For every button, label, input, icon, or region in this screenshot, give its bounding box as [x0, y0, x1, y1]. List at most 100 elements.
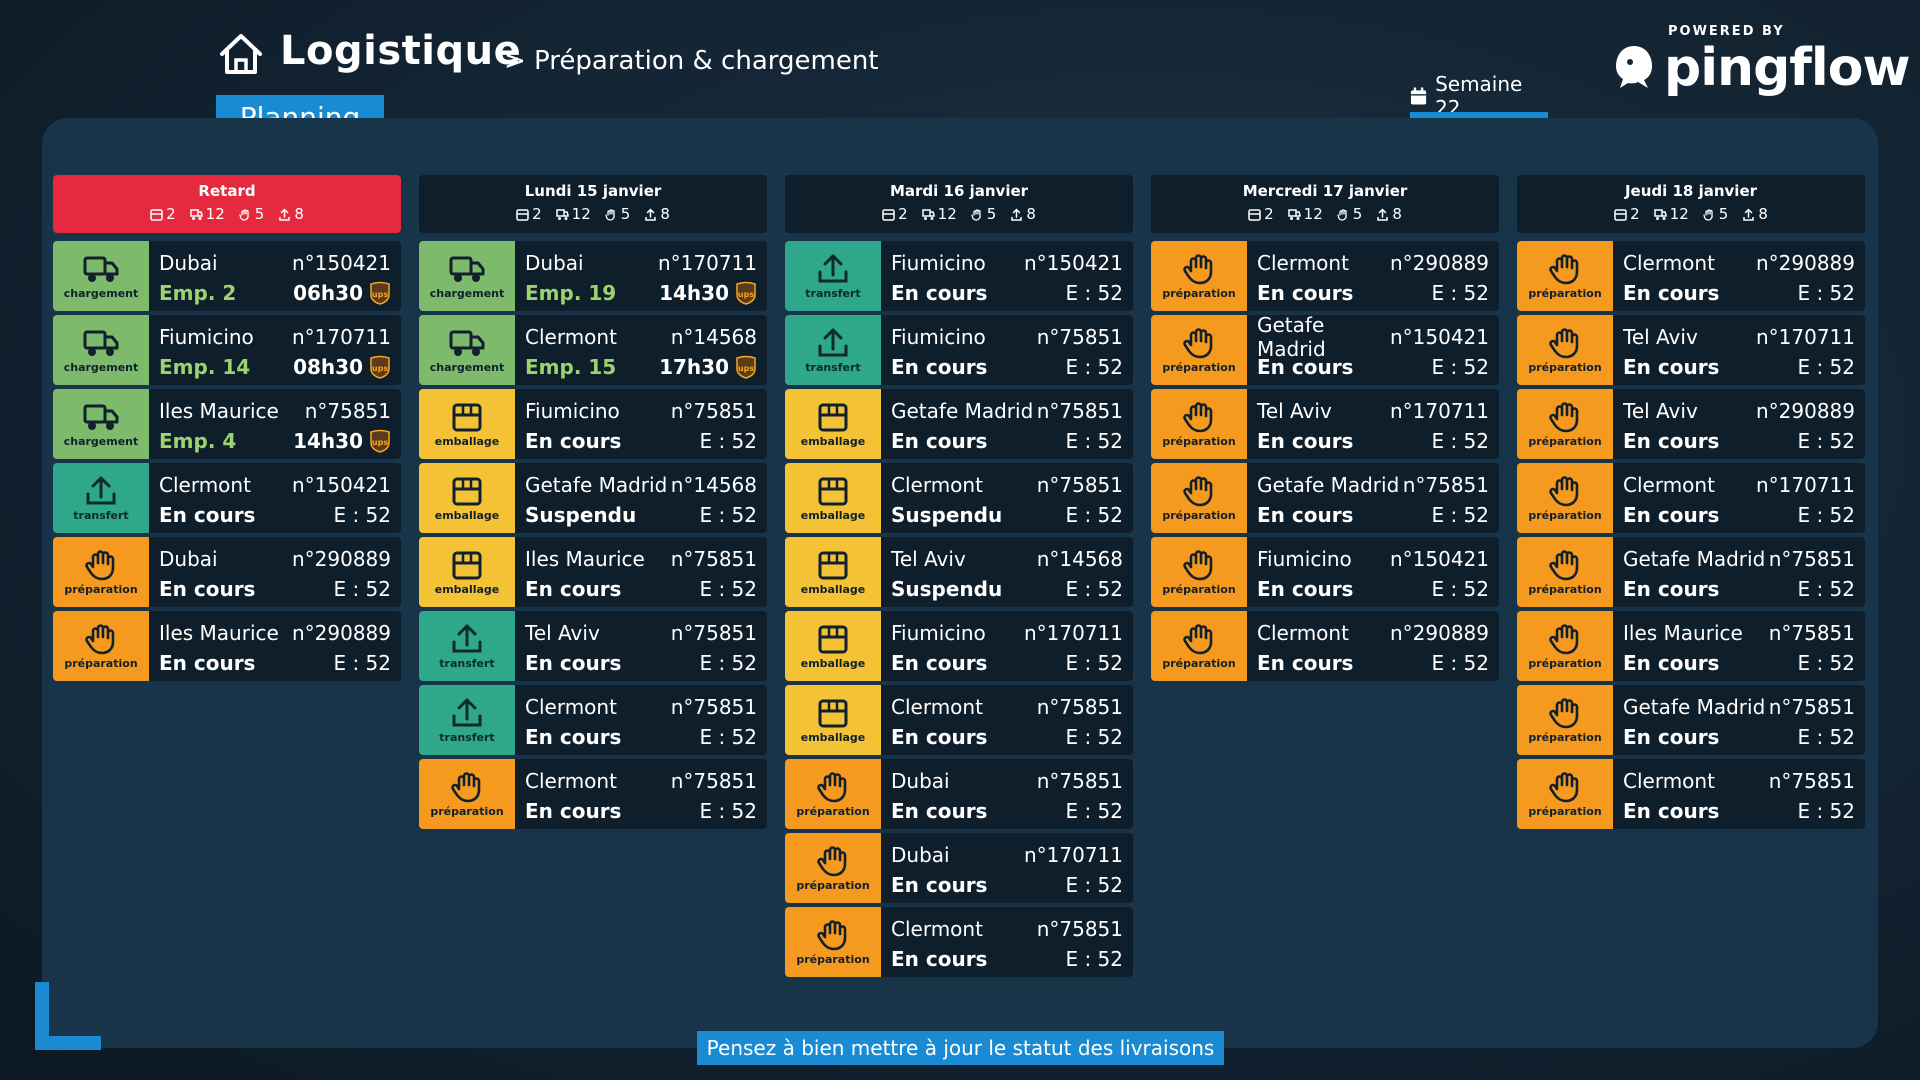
column-header[interactable]: Retard 2 12 5 8: [53, 175, 401, 233]
delivery-card[interactable]: emballage Clermont n°75851 En cours E : …: [785, 685, 1133, 755]
card-type-badge: préparation: [1517, 759, 1613, 829]
delivery-card[interactable]: préparation Dubai n°290889 En cours E : …: [53, 537, 401, 607]
card-type-badge: préparation: [1151, 537, 1247, 607]
delivery-card[interactable]: emballage Getafe Madrid n°14568 Suspendu…: [419, 463, 767, 533]
delivery-card[interactable]: préparation Tel Aviv n°170711 En cours E…: [1517, 315, 1865, 385]
card-status: En cours: [159, 651, 256, 675]
card-type-label: emballage: [800, 582, 866, 596]
card-time-or-slot: E : 52: [1065, 725, 1123, 749]
delivery-card[interactable]: chargement Dubai n°170711 Emp. 19 14h30 u…: [419, 241, 767, 311]
card-order-number: n°75851: [1036, 473, 1123, 497]
card-info: Clermont n°75851 En cours E : 52: [515, 759, 767, 829]
stat-value: 8: [660, 205, 670, 223]
card-destination: Dubai: [891, 769, 950, 793]
column-header[interactable]: Mercredi 17 janvier 2 12 5 8: [1151, 175, 1499, 233]
delivery-card[interactable]: transfert Fiumicino n°75851 En cours E :…: [785, 315, 1133, 385]
delivery-card[interactable]: préparation Getafe Madrid n°75851 En cou…: [1517, 685, 1865, 755]
delivery-card[interactable]: préparation Tel Aviv n°290889 En cours E…: [1517, 389, 1865, 459]
column-header[interactable]: Lundi 15 janvier 2 12 5 8: [419, 175, 767, 233]
card-status: En cours: [1623, 503, 1720, 527]
card-destination: Iles Maurice: [159, 621, 279, 645]
column-stats: 2 12 5 8: [785, 205, 1133, 223]
delivery-card[interactable]: chargement Clermont n°14568 Emp. 15 17h3…: [419, 315, 767, 385]
card-status: En cours: [1623, 355, 1720, 379]
delivery-card[interactable]: emballage Getafe Madrid n°75851 En cours…: [785, 389, 1133, 459]
delivery-card[interactable]: emballage Fiumicino n°170711 En cours E …: [785, 611, 1133, 681]
delivery-card[interactable]: préparation Getafe Madrid n°75851 En cou…: [1517, 537, 1865, 607]
card-type-label: chargement: [429, 286, 505, 300]
card-time-or-slot: E : 52: [1065, 651, 1123, 675]
card-info: Fiumicino n°170711 En cours E : 52: [881, 611, 1133, 681]
delivery-card[interactable]: préparation Clermont n°290889 En cours E…: [1517, 241, 1865, 311]
delivery-card[interactable]: chargement Iles Maurice n°75851 Emp. 4 1…: [53, 389, 401, 459]
day-column: Mardi 16 janvier 2 12 5 8 transfert Fiumici…: [785, 175, 1133, 981]
delivery-card[interactable]: transfert Tel Aviv n°75851 En cours E : …: [419, 611, 767, 681]
card-type-badge: transfert: [785, 241, 881, 311]
delivery-card[interactable]: préparation Getafe Madrid n°75851 En cou…: [1151, 463, 1499, 533]
delivery-card[interactable]: préparation Iles Maurice n°290889 En cou…: [53, 611, 401, 681]
card-status: En cours: [525, 799, 622, 823]
delivery-card[interactable]: emballage Clermont n°75851 Suspendu E : …: [785, 463, 1133, 533]
delivery-card[interactable]: préparation Clermont n°75851 En cours E …: [1517, 759, 1865, 829]
box-stat-icon: [150, 208, 163, 221]
card-order-number: n°75851: [1402, 473, 1489, 497]
card-info: Fiumicino n°75851 En cours E : 52: [881, 315, 1133, 385]
delivery-card[interactable]: préparation Getafe Madrid n°150421 En co…: [1151, 315, 1499, 385]
delivery-card[interactable]: préparation Clermont n°75851 En cours E …: [419, 759, 767, 829]
delivery-card[interactable]: emballage Fiumicino n°75851 En cours E :…: [419, 389, 767, 459]
delivery-card[interactable]: préparation Dubai n°170711 En cours E : …: [785, 833, 1133, 903]
delivery-card[interactable]: préparation Tel Aviv n°170711 En cours E…: [1151, 389, 1499, 459]
card-type-label: préparation: [1528, 656, 1602, 670]
card-right-value: 14h30: [659, 281, 729, 305]
card-type-label: emballage: [800, 730, 866, 744]
delivery-card[interactable]: préparation Clermont n°290889 En cours E…: [1151, 611, 1499, 681]
stat-truck: 12: [1287, 205, 1323, 223]
card-order-number: n°75851: [1768, 547, 1855, 571]
delivery-card[interactable]: préparation Clermont n°75851 En cours E …: [785, 907, 1133, 977]
delivery-card[interactable]: emballage Iles Maurice n°75851 En cours …: [419, 537, 767, 607]
card-right-value: E : 52: [1065, 651, 1123, 675]
week-selector[interactable]: Semaine 22: [1410, 72, 1548, 124]
truck-icon: [83, 330, 119, 356]
column-header[interactable]: Mardi 16 janvier 2 12 5 8: [785, 175, 1133, 233]
card-order-number: n°290889: [1389, 621, 1489, 645]
delivery-card[interactable]: préparation Clermont n°290889 En cours E…: [1151, 241, 1499, 311]
delivery-card[interactable]: préparation Clermont n°170711 En cours E…: [1517, 463, 1865, 533]
card-time-or-slot: E : 52: [333, 503, 391, 527]
delivery-card[interactable]: chargement Fiumicino n°170711 Emp. 14 08…: [53, 315, 401, 385]
breadcrumb[interactable]: > Préparation & chargement: [504, 46, 879, 76]
card-right-value: E : 52: [1065, 281, 1123, 305]
card-status: Suspendu: [525, 503, 637, 527]
column-title: Lundi 15 janvier: [524, 182, 662, 200]
card-info: Fiumicino n°170711 Emp. 14 08h30 ups: [149, 315, 401, 385]
day-column: Lundi 15 janvier 2 12 5 8 chargement Dubai …: [419, 175, 767, 833]
card-info: Iles Maurice n°75851 En cours E : 52: [515, 537, 767, 607]
card-status: Emp. 15: [525, 355, 617, 379]
card-status: En cours: [1623, 725, 1720, 749]
stat-value: 8: [1392, 205, 1402, 223]
delivery-card[interactable]: transfert Fiumicino n°150421 En cours E …: [785, 241, 1133, 311]
delivery-card[interactable]: chargement Dubai n°150421 Emp. 2 06h30 up…: [53, 241, 401, 311]
delivery-card[interactable]: préparation Iles Maurice n°75851 En cour…: [1517, 611, 1865, 681]
stat-value: 2: [1264, 205, 1274, 223]
stat-value: 2: [532, 205, 542, 223]
delivery-card[interactable]: préparation Fiumicino n°150421 En cours …: [1151, 537, 1499, 607]
svg-text:ups: ups: [372, 364, 388, 373]
hand-icon: [1549, 401, 1579, 432]
delivery-card[interactable]: transfert Clermont n°150421 En cours E :…: [53, 463, 401, 533]
card-type-badge: emballage: [419, 463, 515, 533]
delivery-card[interactable]: préparation Dubai n°75851 En cours E : 5…: [785, 759, 1133, 829]
card-destination: Clermont: [1257, 621, 1349, 645]
card-type-label: préparation: [430, 804, 504, 818]
column-header[interactable]: Jeudi 18 janvier 2 12 5 8: [1517, 175, 1865, 233]
delivery-card[interactable]: transfert Clermont n°75851 En cours E : …: [419, 685, 767, 755]
card-right-value: 06h30: [293, 281, 363, 305]
day-column: Retard 2 12 5 8 chargement Dubai n°150421 E…: [53, 175, 401, 685]
card-status: En cours: [1257, 577, 1354, 601]
delivery-card[interactable]: emballage Tel Aviv n°14568 Suspendu E : …: [785, 537, 1133, 607]
card-right-value: E : 52: [699, 725, 757, 749]
card-type-badge: préparation: [1151, 389, 1247, 459]
card-right-value: E : 52: [1797, 725, 1855, 749]
home-icon[interactable]: [218, 32, 264, 76]
stat-upload: 8: [1742, 205, 1768, 223]
